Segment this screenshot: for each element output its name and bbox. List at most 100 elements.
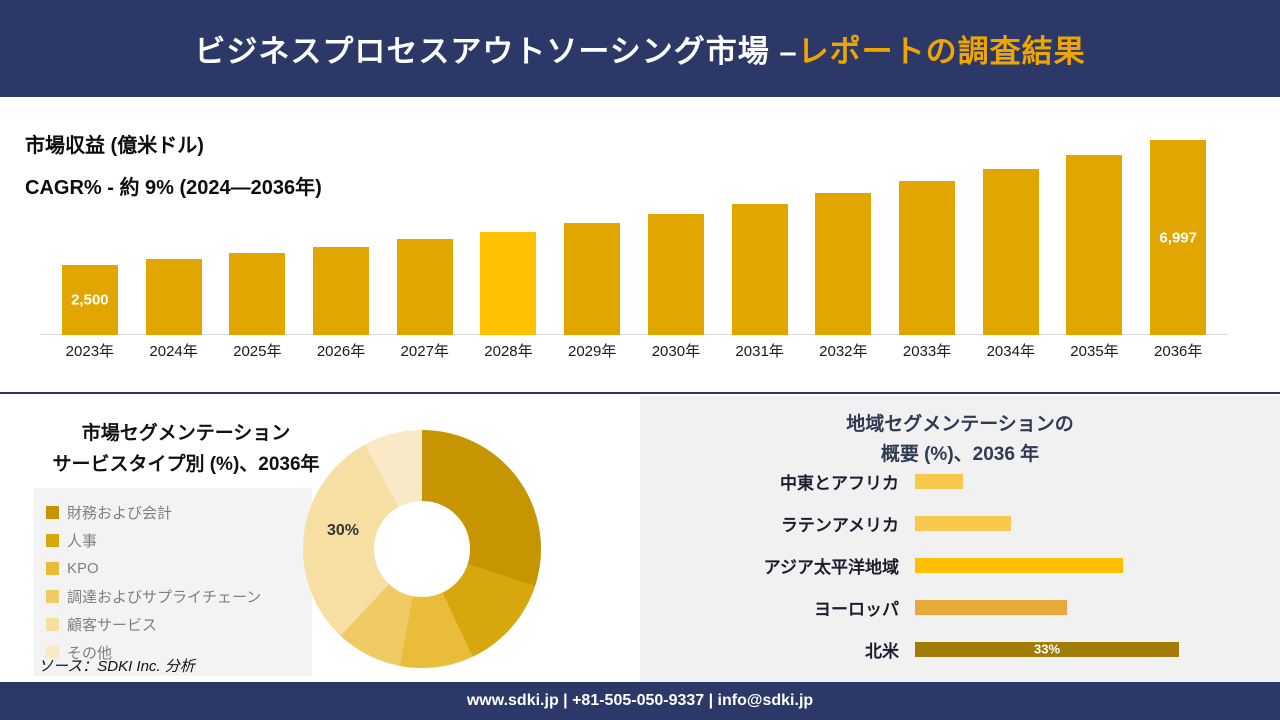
revenue-bar: [982, 169, 1039, 335]
page-title-accent: レポートの調査結果: [797, 34, 1086, 69]
x-axis-tick: 2035年: [1070, 343, 1119, 360]
region-row: アジア太平洋地域: [665, 544, 1250, 586]
x-axis-tick: 2036年: [1154, 343, 1203, 360]
revenue-bar-column: 2024年: [132, 259, 216, 360]
region-bar-value: 33%: [1033, 641, 1061, 657]
legend-item: KPO: [46, 554, 300, 582]
legend-label: 調達およびサプライチェーン: [67, 588, 262, 606]
revenue-bar-chart: 2,500 2023年 2024年 2025年 2026年 2027年 2028年 2029年…: [40, 140, 1228, 360]
legend-label: 顧客サービス: [67, 616, 158, 634]
revenue-bar: [145, 259, 202, 335]
revenue-bar-column: 2032年: [801, 193, 885, 360]
region-bar: 33%: [915, 641, 1179, 657]
segmentation-subtitle: サービスタイプ別 (%)、2036年: [52, 454, 320, 476]
x-axis-tick: 2032年: [819, 343, 868, 360]
legend-swatch: [46, 645, 59, 659]
revenue-bar-column: 2030年: [634, 214, 718, 360]
region-row: 北米 33%: [665, 628, 1250, 670]
legend-label: その他: [67, 644, 113, 662]
legend-swatch: [46, 505, 59, 519]
x-axis-tick: 2025年: [233, 343, 282, 360]
segmentation-title: 市場セグメンテーション: [81, 423, 291, 444]
legend-label: KPO: [67, 559, 99, 577]
revenue-bar: [313, 247, 370, 335]
region-label: 中東とアフリカ: [780, 473, 899, 493]
revenue-bar: [731, 204, 788, 335]
region-label: アジア太平洋地域: [763, 557, 899, 577]
revenue-bar: [564, 223, 621, 335]
revenue-bar-column: 2033年: [885, 181, 969, 360]
service-segmentation-section: 市場セグメンテーション サービスタイプ別 (%)、2036年 財務および会計 人事…: [0, 396, 640, 682]
source-note: ソース：SDKI Inc. 分析: [38, 658, 195, 675]
revenue-bar-column: 2025年: [215, 253, 299, 360]
footer-contact-bar: www.sdki.jp | +81-505-050-9337 | info@sd…: [0, 682, 1280, 720]
region-label: 北米: [865, 641, 899, 661]
revenue-bar: [815, 193, 872, 335]
x-axis-tick: 2026年: [316, 343, 366, 360]
revenue-bar-column: 2031年: [718, 204, 802, 360]
header-banner: ビジネスプロセスアウトソーシング市場 –レポートの調査結果: [0, 0, 1280, 97]
x-axis-line: [40, 334, 1228, 335]
region-bar-track: 33%: [915, 641, 1250, 657]
legend-swatch: [46, 589, 59, 603]
region-bar: [915, 599, 1067, 615]
revenue-chart-section: 市場収益 (億米ドル) CAGR% - 約 9% (2024―2036年) 2,…: [0, 97, 1280, 394]
region-bar-track: [915, 557, 1250, 573]
region-title-line1: 地域セグメンテーションの: [846, 414, 1074, 435]
revenue-bar: [480, 232, 537, 335]
revenue-bar: [647, 214, 704, 335]
revenue-bar: [229, 253, 286, 335]
region-bar-track: [915, 515, 1250, 531]
region-row: 中東とアフリカ: [665, 460, 1250, 502]
region-bar: [915, 515, 1011, 531]
revenue-bar-column: 2,500 2023年: [48, 265, 132, 360]
revenue-bar: [396, 239, 453, 335]
region-segmentation-section: 地域セグメンテーションの 概要 (%)、2036 年 中東とアフリカ ラテンアメリ…: [640, 396, 1280, 682]
region-row: ラテンアメリカ: [665, 502, 1250, 544]
legend-label: 財務および会計: [67, 504, 173, 522]
revenue-bar-column: 6,997 2036年: [1136, 140, 1220, 360]
revenue-metric-label: 市場収益 (億米ドル): [25, 135, 204, 157]
x-axis-tick: 2028年: [484, 343, 533, 360]
legend-label: 人事: [67, 532, 98, 550]
x-axis-tick: 2029年: [567, 343, 617, 360]
region-bar-chart: 中東とアフリカ ラテンアメリカアジア太平洋地域ヨーロッパ北米 33%: [665, 460, 1250, 670]
legend-item: その他: [46, 638, 300, 666]
region-chart-title: 地域セグメンテーションの 概要 (%)、2036 年: [640, 410, 1280, 471]
revenue-bar-column: 2029年: [550, 223, 634, 360]
revenue-bar: 6,997: [1150, 140, 1207, 335]
revenue-bar-column: 2034年: [969, 169, 1053, 360]
donut-chart: 30%: [303, 430, 541, 668]
x-axis-tick: 2027年: [400, 343, 449, 360]
donut-value-label: 30%: [327, 522, 360, 539]
bar-value-label: 6,997: [1159, 229, 1197, 246]
revenue-bar-column: 2035年: [1053, 155, 1137, 360]
x-axis-tick: 2024年: [149, 343, 198, 360]
segmentation-titles: 市場セグメンテーション サービスタイプ別 (%)、2036年: [8, 418, 364, 481]
donut-ring: [303, 430, 541, 668]
page-title: ビジネスプロセスアウトソーシング市場 –レポートの調査結果: [194, 26, 1085, 71]
legend-swatch: [46, 617, 59, 631]
region-bar: [915, 557, 1123, 573]
region-label: ヨーロッパ: [814, 599, 899, 619]
x-axis-tick: 2034年: [986, 343, 1035, 360]
region-row: ヨーロッパ: [665, 586, 1250, 628]
revenue-bar: 2,500: [61, 265, 118, 335]
cagr-label: CAGR% - 約 9% (2024―2036年): [25, 177, 322, 199]
revenue-bar: [1066, 155, 1123, 335]
region-bar-track: [915, 473, 1250, 489]
region-title-line2: 概要 (%)、2036 年: [880, 444, 1040, 466]
bar-value-label: 2,500: [71, 291, 109, 309]
x-axis-tick: 2031年: [735, 343, 784, 360]
region-bar: [915, 473, 963, 489]
revenue-bar-column: 2027年: [383, 239, 467, 360]
x-axis-tick: 2030年: [651, 343, 701, 360]
legend-swatch: [46, 533, 59, 547]
donut-legend: 財務および会計 人事 KPO 調達およびサプライチェーン 顧客サービス その他: [34, 488, 312, 676]
bottom-panels: 市場セグメンテーション サービスタイプ別 (%)、2036年 財務および会計 人事…: [0, 396, 1280, 682]
region-label: ラテンアメリカ: [780, 515, 899, 535]
legend-item: 財務および会計: [46, 498, 300, 526]
revenue-bar: [899, 181, 956, 335]
legend-swatch: [46, 561, 59, 575]
